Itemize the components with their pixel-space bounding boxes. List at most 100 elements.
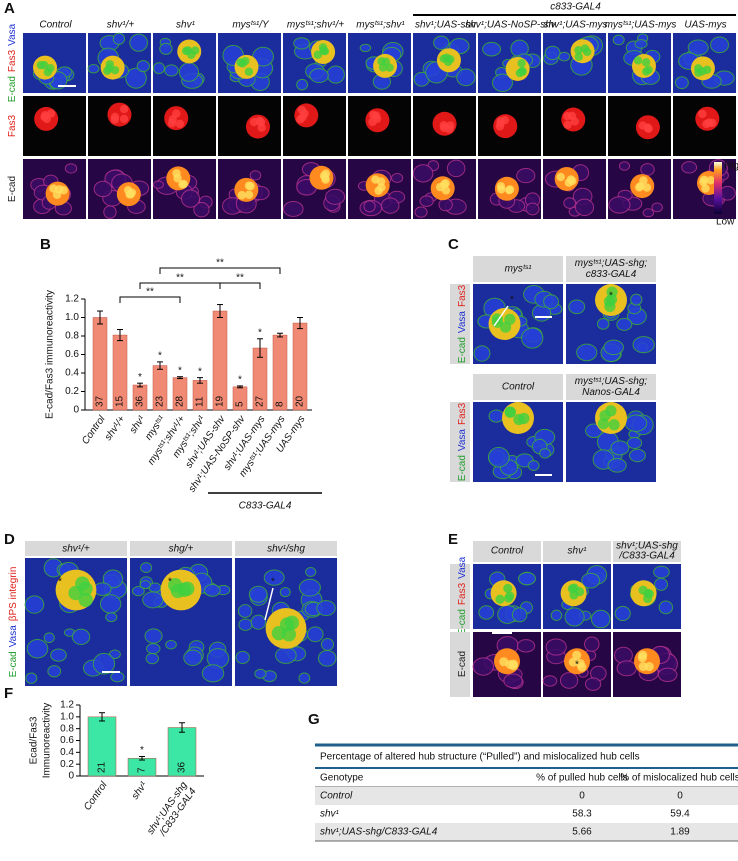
table-cell: 0 (677, 791, 683, 802)
n-label: 21 (97, 761, 108, 773)
y-tick-label: 0.8 (60, 723, 74, 734)
n-label: 15 (115, 395, 126, 407)
column-title: mysᵗˢ¹;UAS-mys (605, 20, 677, 31)
row-band (315, 787, 738, 805)
cell (626, 436, 643, 450)
marker: * (609, 291, 613, 302)
cell (545, 638, 567, 656)
hub-cell (78, 592, 93, 607)
cell (630, 293, 643, 306)
hub-cell (279, 617, 295, 632)
hub-cell (503, 593, 514, 603)
hub-cell (608, 419, 620, 431)
label-part: Fas3 (7, 49, 18, 72)
hub-cell (43, 67, 53, 77)
hub-cell (569, 583, 579, 593)
cell (658, 600, 674, 615)
cell (559, 672, 579, 689)
colorbar-high: High (724, 161, 738, 172)
cell (568, 299, 586, 315)
hub-cell (180, 581, 195, 596)
cell (543, 294, 560, 310)
y-tick-label: 0 (73, 405, 79, 416)
n-label: 36 (177, 761, 188, 773)
y-tick-label: 0.6 (65, 349, 79, 360)
cell (248, 585, 268, 603)
n-label: 5 (235, 401, 246, 407)
marker: * (168, 577, 172, 588)
y-tick-label: 1.0 (65, 312, 79, 323)
cell (527, 460, 540, 471)
cell (629, 448, 646, 463)
cell (590, 609, 611, 629)
cell (193, 202, 210, 218)
hub (505, 56, 530, 81)
cell (576, 343, 598, 362)
cell (654, 577, 668, 591)
significance: * (238, 375, 242, 386)
significance: * (138, 372, 142, 383)
row-label: Fas3 (7, 114, 18, 137)
bar (272, 334, 288, 411)
cell (632, 336, 655, 354)
cell (710, 36, 729, 54)
cell (618, 161, 631, 171)
hub-cell (605, 405, 617, 417)
bracket (119, 296, 181, 303)
table-header: Genotype (320, 773, 364, 784)
hub-cell (296, 115, 305, 124)
bracket-label: ** (146, 287, 154, 298)
cell (642, 208, 655, 218)
significance: * (258, 327, 262, 338)
column-title: shv¹;UAS-NoSP-shv (465, 20, 557, 31)
hub (234, 177, 259, 202)
hub-cell (568, 657, 578, 667)
cell (487, 446, 510, 468)
hub-cell (643, 124, 653, 133)
label-part: Vasa (7, 23, 18, 45)
cell (446, 159, 466, 178)
y-axis-label: Ecad/Fas3 (29, 716, 40, 764)
cell (584, 677, 602, 691)
hub-cell (110, 65, 120, 75)
significance: * (198, 366, 202, 377)
cell (316, 600, 336, 617)
cell (306, 626, 324, 643)
title-box (566, 256, 656, 282)
column-title: mysᵗˢ¹/Y (232, 20, 270, 31)
column-title: shv¹ (176, 20, 196, 31)
n-label: 20 (295, 395, 306, 407)
cell (542, 675, 558, 687)
y-tick-label: 0.4 (65, 368, 79, 379)
label-part: E-cad (457, 609, 468, 635)
cell (511, 607, 528, 623)
hub-cell (644, 65, 653, 74)
title-box (130, 541, 232, 556)
column-title: shv¹/+ (107, 20, 135, 31)
y-tick-label: 0.6 (60, 735, 74, 746)
bracket (219, 282, 261, 289)
n-label: 11 (195, 396, 206, 407)
hub-cell (168, 115, 177, 124)
hub-cell (563, 120, 572, 130)
hub-cell (515, 68, 525, 78)
hub-cell (563, 111, 572, 121)
hub-cell (119, 114, 129, 124)
significance: * (158, 351, 162, 362)
cell (640, 163, 655, 176)
cell (359, 43, 372, 53)
cell (596, 318, 610, 330)
hub-cell (644, 662, 654, 672)
y-tick-label: 0.2 (65, 386, 79, 397)
title-box (473, 541, 541, 562)
cell (433, 35, 450, 50)
cell (102, 569, 124, 589)
cell (43, 632, 55, 644)
column-title: shv¹;UAS-shv (415, 20, 477, 31)
cell (26, 638, 49, 659)
y-axis-label: E-cad/Fas3 immunoreactivity (45, 290, 56, 419)
cell (412, 164, 434, 183)
label-part: E-cad (457, 337, 468, 363)
hub-cell (321, 173, 330, 182)
